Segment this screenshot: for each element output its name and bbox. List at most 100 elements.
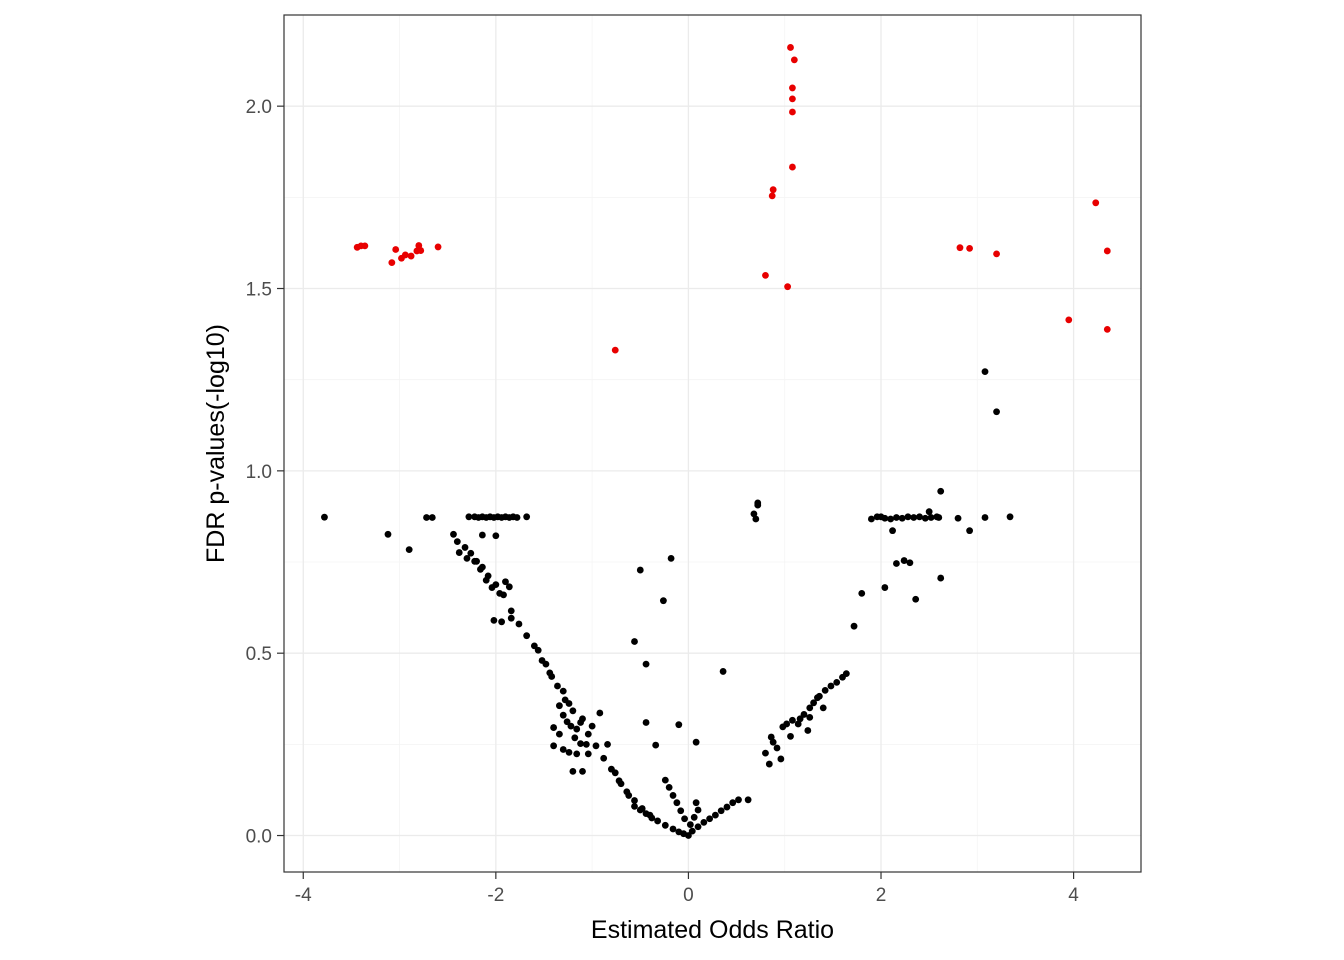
nonsignificant-point — [642, 719, 650, 726]
y-axis-title: FDR p-values(-log10) — [202, 324, 230, 563]
significant-point — [361, 242, 369, 250]
nonsignificant-point — [642, 810, 650, 818]
nonsignificant-point — [507, 614, 515, 622]
nonsignificant-point — [819, 704, 827, 712]
nonsignificant-point — [631, 797, 638, 804]
nonsignificant-point — [584, 750, 592, 758]
nonsignificant-point — [711, 811, 719, 819]
nonsignificant-point — [571, 734, 579, 742]
nonsignificant-point — [569, 767, 577, 775]
nonsignificant-point — [673, 799, 681, 807]
nonsignificant-point — [800, 711, 808, 718]
nonsignificant-point — [993, 408, 1000, 416]
nonsignificant-point — [688, 827, 696, 835]
nonsignificant-point — [604, 740, 611, 748]
y-tick-label: 0.0 — [246, 827, 272, 848]
significant-point — [768, 192, 776, 200]
nonsignificant-point — [592, 742, 600, 750]
nonsignificant-point — [777, 755, 785, 763]
nonsignificant-point — [867, 515, 875, 523]
nonsignificant-point — [810, 699, 818, 707]
nonsignificant-point — [893, 514, 900, 521]
nonsignificant-point — [498, 618, 506, 626]
nonsignificant-point — [384, 530, 392, 538]
nonsignificant-point — [981, 368, 989, 376]
nonsignificant-point — [794, 720, 802, 728]
significant-point — [789, 95, 796, 103]
nonsignificant-point — [954, 514, 962, 522]
nonsignificant-point — [719, 668, 727, 675]
nonsignificant-point — [563, 718, 571, 726]
nonsignificant-point — [681, 815, 688, 823]
significant-point — [388, 259, 396, 267]
nonsignificant-point — [665, 783, 673, 791]
nonsignificant-point — [625, 792, 633, 799]
nonsignificant-point — [582, 740, 590, 748]
nonsignificant-point — [321, 513, 328, 521]
significant-point — [434, 243, 442, 251]
minor-gridlines — [284, 15, 1141, 872]
nonsignificant-point — [827, 682, 835, 690]
nonsignificant-point — [542, 660, 550, 668]
nonsignificant-point — [513, 514, 521, 521]
nonsignificant-point — [927, 514, 935, 521]
nonsignificant-point — [723, 803, 731, 811]
nonsignificant-point — [858, 589, 866, 597]
nonsignificant-point — [617, 780, 625, 788]
nonsignificant-point — [659, 597, 667, 605]
nonsignificant-point — [692, 799, 700, 807]
nonsignificant-point — [588, 722, 596, 730]
nonsignificant-point — [428, 514, 436, 521]
nonsignificant-point — [754, 499, 762, 507]
x-tick-label: 4 — [1068, 885, 1079, 906]
nonsignificant-point — [1006, 513, 1014, 521]
significant-point — [789, 108, 796, 116]
nonsignificant-point — [692, 738, 700, 746]
significant-point — [392, 246, 400, 253]
nonsignificant-point — [492, 532, 500, 540]
nonsignificant-point — [565, 748, 573, 756]
significant-point — [401, 251, 409, 259]
nonsignificant-point — [765, 760, 773, 768]
nonsignificant-point — [752, 515, 760, 523]
nonsignificant-point — [642, 660, 650, 668]
nonsignificant-point — [690, 813, 698, 821]
nonsignificant-point — [596, 709, 604, 717]
nonsignificant-point — [694, 823, 702, 831]
significant-point — [993, 250, 1000, 258]
nonsignificant-point — [477, 565, 484, 573]
nonsignificant-point — [686, 821, 694, 828]
significant-point — [790, 56, 798, 64]
nonsignificant-point — [717, 807, 725, 815]
nonsignificant-point — [762, 749, 769, 757]
nonsignificant-point — [648, 814, 656, 822]
significant-point — [966, 244, 973, 252]
major-gridlines — [284, 15, 1141, 872]
nonsignificant-point — [482, 576, 490, 584]
significant-point — [407, 252, 415, 260]
significant-point — [417, 247, 425, 254]
nonsignificant-point — [573, 750, 581, 758]
nonsignificant-point — [496, 589, 504, 597]
nonsignificant-point — [467, 549, 475, 557]
nonsignificant-point — [912, 595, 920, 603]
significant-point — [789, 84, 796, 92]
nonsignificant-point — [611, 769, 619, 777]
nonsignificant-point — [814, 694, 821, 702]
nonsignificant-point — [507, 607, 515, 615]
nonsignificant-point — [767, 733, 775, 741]
y-axis: 0.0 0.5 1.0 1.5 2.0 — [246, 97, 284, 848]
nonsignificant-point — [548, 673, 556, 680]
nonsignificant-point — [579, 767, 586, 775]
x-axis: -4 -2 0 2 4 — [295, 872, 1079, 906]
nonsignificant-point — [783, 720, 791, 728]
nonsignificant-point — [900, 557, 908, 564]
nonsignificant-point — [804, 727, 812, 734]
nonsignificant-point — [450, 530, 457, 538]
nonsignificant-point — [453, 538, 461, 545]
nonsignificant-point — [889, 527, 896, 535]
x-tick-label: 0 — [683, 885, 694, 906]
nonsignificant-point — [636, 566, 644, 574]
significant-point — [415, 242, 423, 249]
nonsignificant-point — [694, 806, 702, 814]
